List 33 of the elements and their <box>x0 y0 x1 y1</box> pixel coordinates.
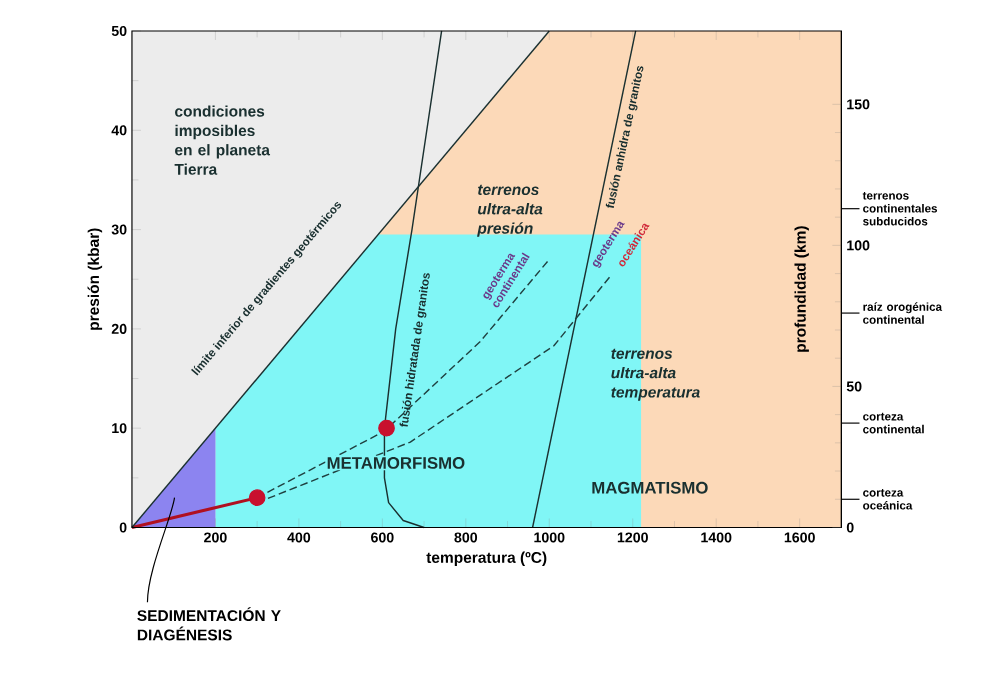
y2-tick-label: 50 <box>846 381 862 392</box>
y-tick-label: 20 <box>111 324 127 335</box>
annotation: condiciones imposibles en el planeta Tierra <box>174 105 271 176</box>
x-tick-label: 1000 <box>534 532 565 543</box>
y-axis-title: presión (kbar) <box>87 228 103 331</box>
y2-tick-label: 0 <box>846 522 854 533</box>
y-tick-label: 50 <box>111 26 127 37</box>
text: SEDIMENTACIÓN Y DIAGÉNESIS <box>137 607 281 641</box>
y-tick-label: 30 <box>111 224 127 235</box>
ref-line-label: raíz orogénica continental <box>863 302 943 325</box>
y-tick-label: 40 <box>111 125 127 136</box>
x-tick-label: 600 <box>371 532 394 543</box>
y-tick-label: 10 <box>112 423 127 434</box>
y-tick-label: 0 <box>119 522 127 533</box>
x-tick-label: 400 <box>287 532 311 543</box>
y2-tick-label: 100 <box>847 240 870 251</box>
x-tick-label: 1400 <box>701 532 732 543</box>
x-axis-title: temperatura (ºC) <box>426 551 547 567</box>
x-tick-label: 1200 <box>617 532 648 543</box>
annotation: terrenos ultra-alta presión <box>477 185 543 238</box>
annotation: METAMORFISMO <box>327 457 465 470</box>
annotation: MAGMATISMO <box>592 482 708 494</box>
annotation: terrenos ultra-alta temperatura <box>611 348 700 401</box>
y2-axis-title: profundidad (km) <box>794 226 809 353</box>
x-tick-label: 1600 <box>784 532 815 543</box>
x-tick-label: 200 <box>204 532 227 543</box>
ref-line-label: terrenos continentales subducidos <box>862 192 938 226</box>
y2-tick-label: 150 <box>847 99 870 110</box>
ref-line-label: corteza continental <box>863 413 924 434</box>
ref-line-label: corteza oceánica <box>863 489 913 510</box>
annotation: fusión hidratada de granitos <box>399 273 430 428</box>
annotation: fusión anhidra de granitos <box>605 66 644 209</box>
x-tick-label: 800 <box>454 532 478 543</box>
